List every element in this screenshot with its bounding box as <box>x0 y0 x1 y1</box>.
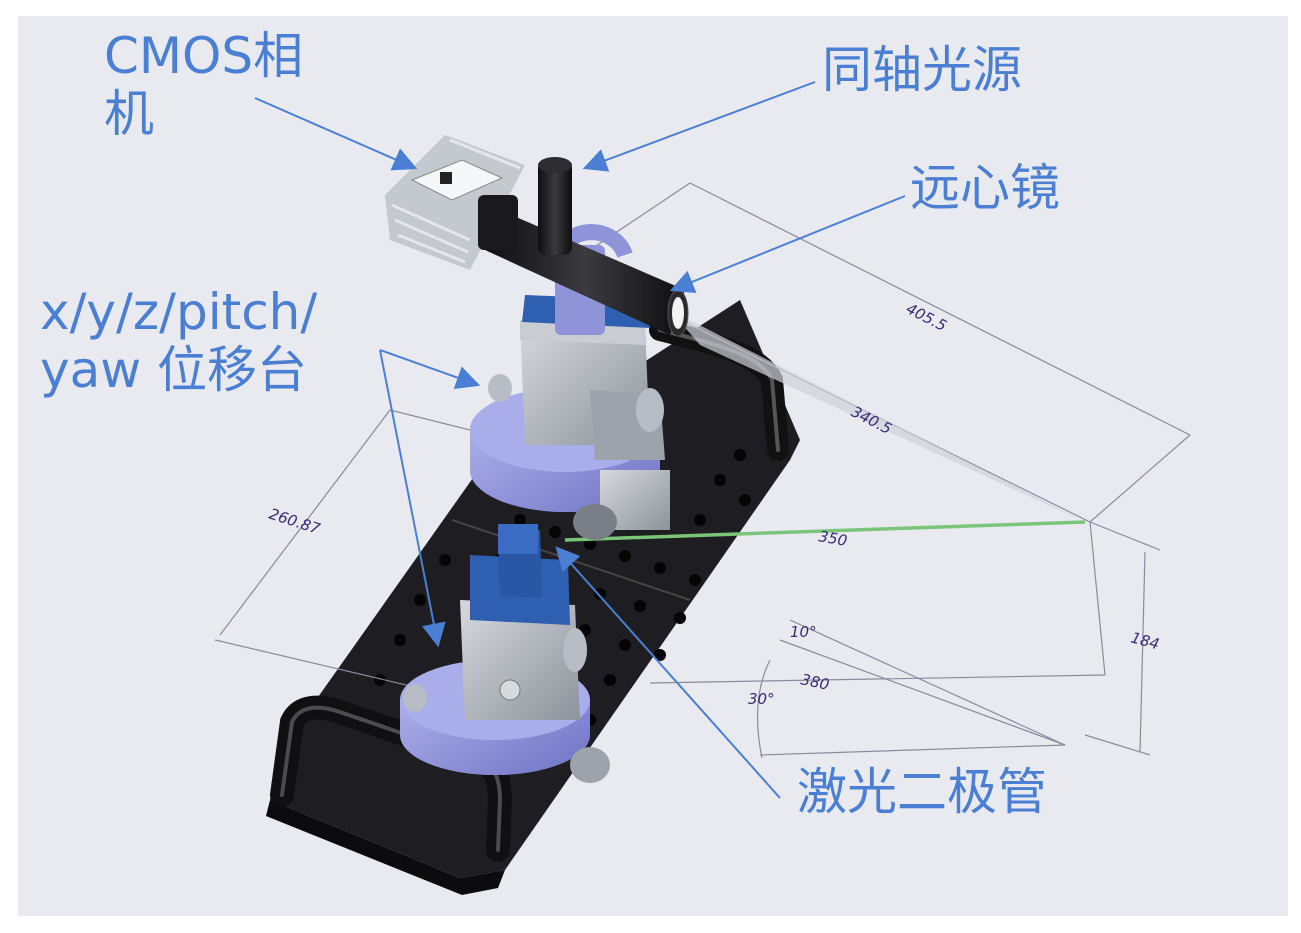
arrow-stage-rear <box>379 349 481 390</box>
angle-30: 30° <box>748 690 775 708</box>
light-cone <box>670 310 1085 522</box>
dim-350: 350 <box>817 527 848 550</box>
label-coaxial-light: 同轴光源 <box>822 41 1022 99</box>
label-cmos-camera-line2: 机 <box>104 84 154 143</box>
arrow-tele <box>669 195 906 294</box>
cmos-camera <box>385 135 525 270</box>
front-stage <box>400 524 610 783</box>
label-cmos-camera: CMOS相 机 <box>104 27 304 143</box>
dim-380: 380 <box>799 670 831 694</box>
label-cmos-camera-line1: CMOS相 <box>104 27 304 85</box>
coaxial-light <box>538 157 572 255</box>
arrow-cmos <box>254 97 418 171</box>
rear-stage <box>470 224 670 540</box>
telecentric-lens <box>485 210 689 337</box>
callout-arrows <box>254 81 906 799</box>
arrow-laser <box>555 546 781 799</box>
label-stage: x/y/z/pitch/ yaw 位移台 <box>40 283 318 399</box>
label-laser-diode: 激光二极管 <box>797 763 1047 821</box>
arrow-stage-front <box>379 349 446 648</box>
label-telecentric-lens: 远心镜 <box>910 159 1060 217</box>
label-stage-line2: yaw 位移台 <box>40 340 308 399</box>
angle-10: 10° <box>790 623 817 641</box>
arrow-coax <box>582 81 816 172</box>
label-stage-line1: x/y/z/pitch/ <box>40 283 318 341</box>
laser-beam <box>564 520 1086 542</box>
